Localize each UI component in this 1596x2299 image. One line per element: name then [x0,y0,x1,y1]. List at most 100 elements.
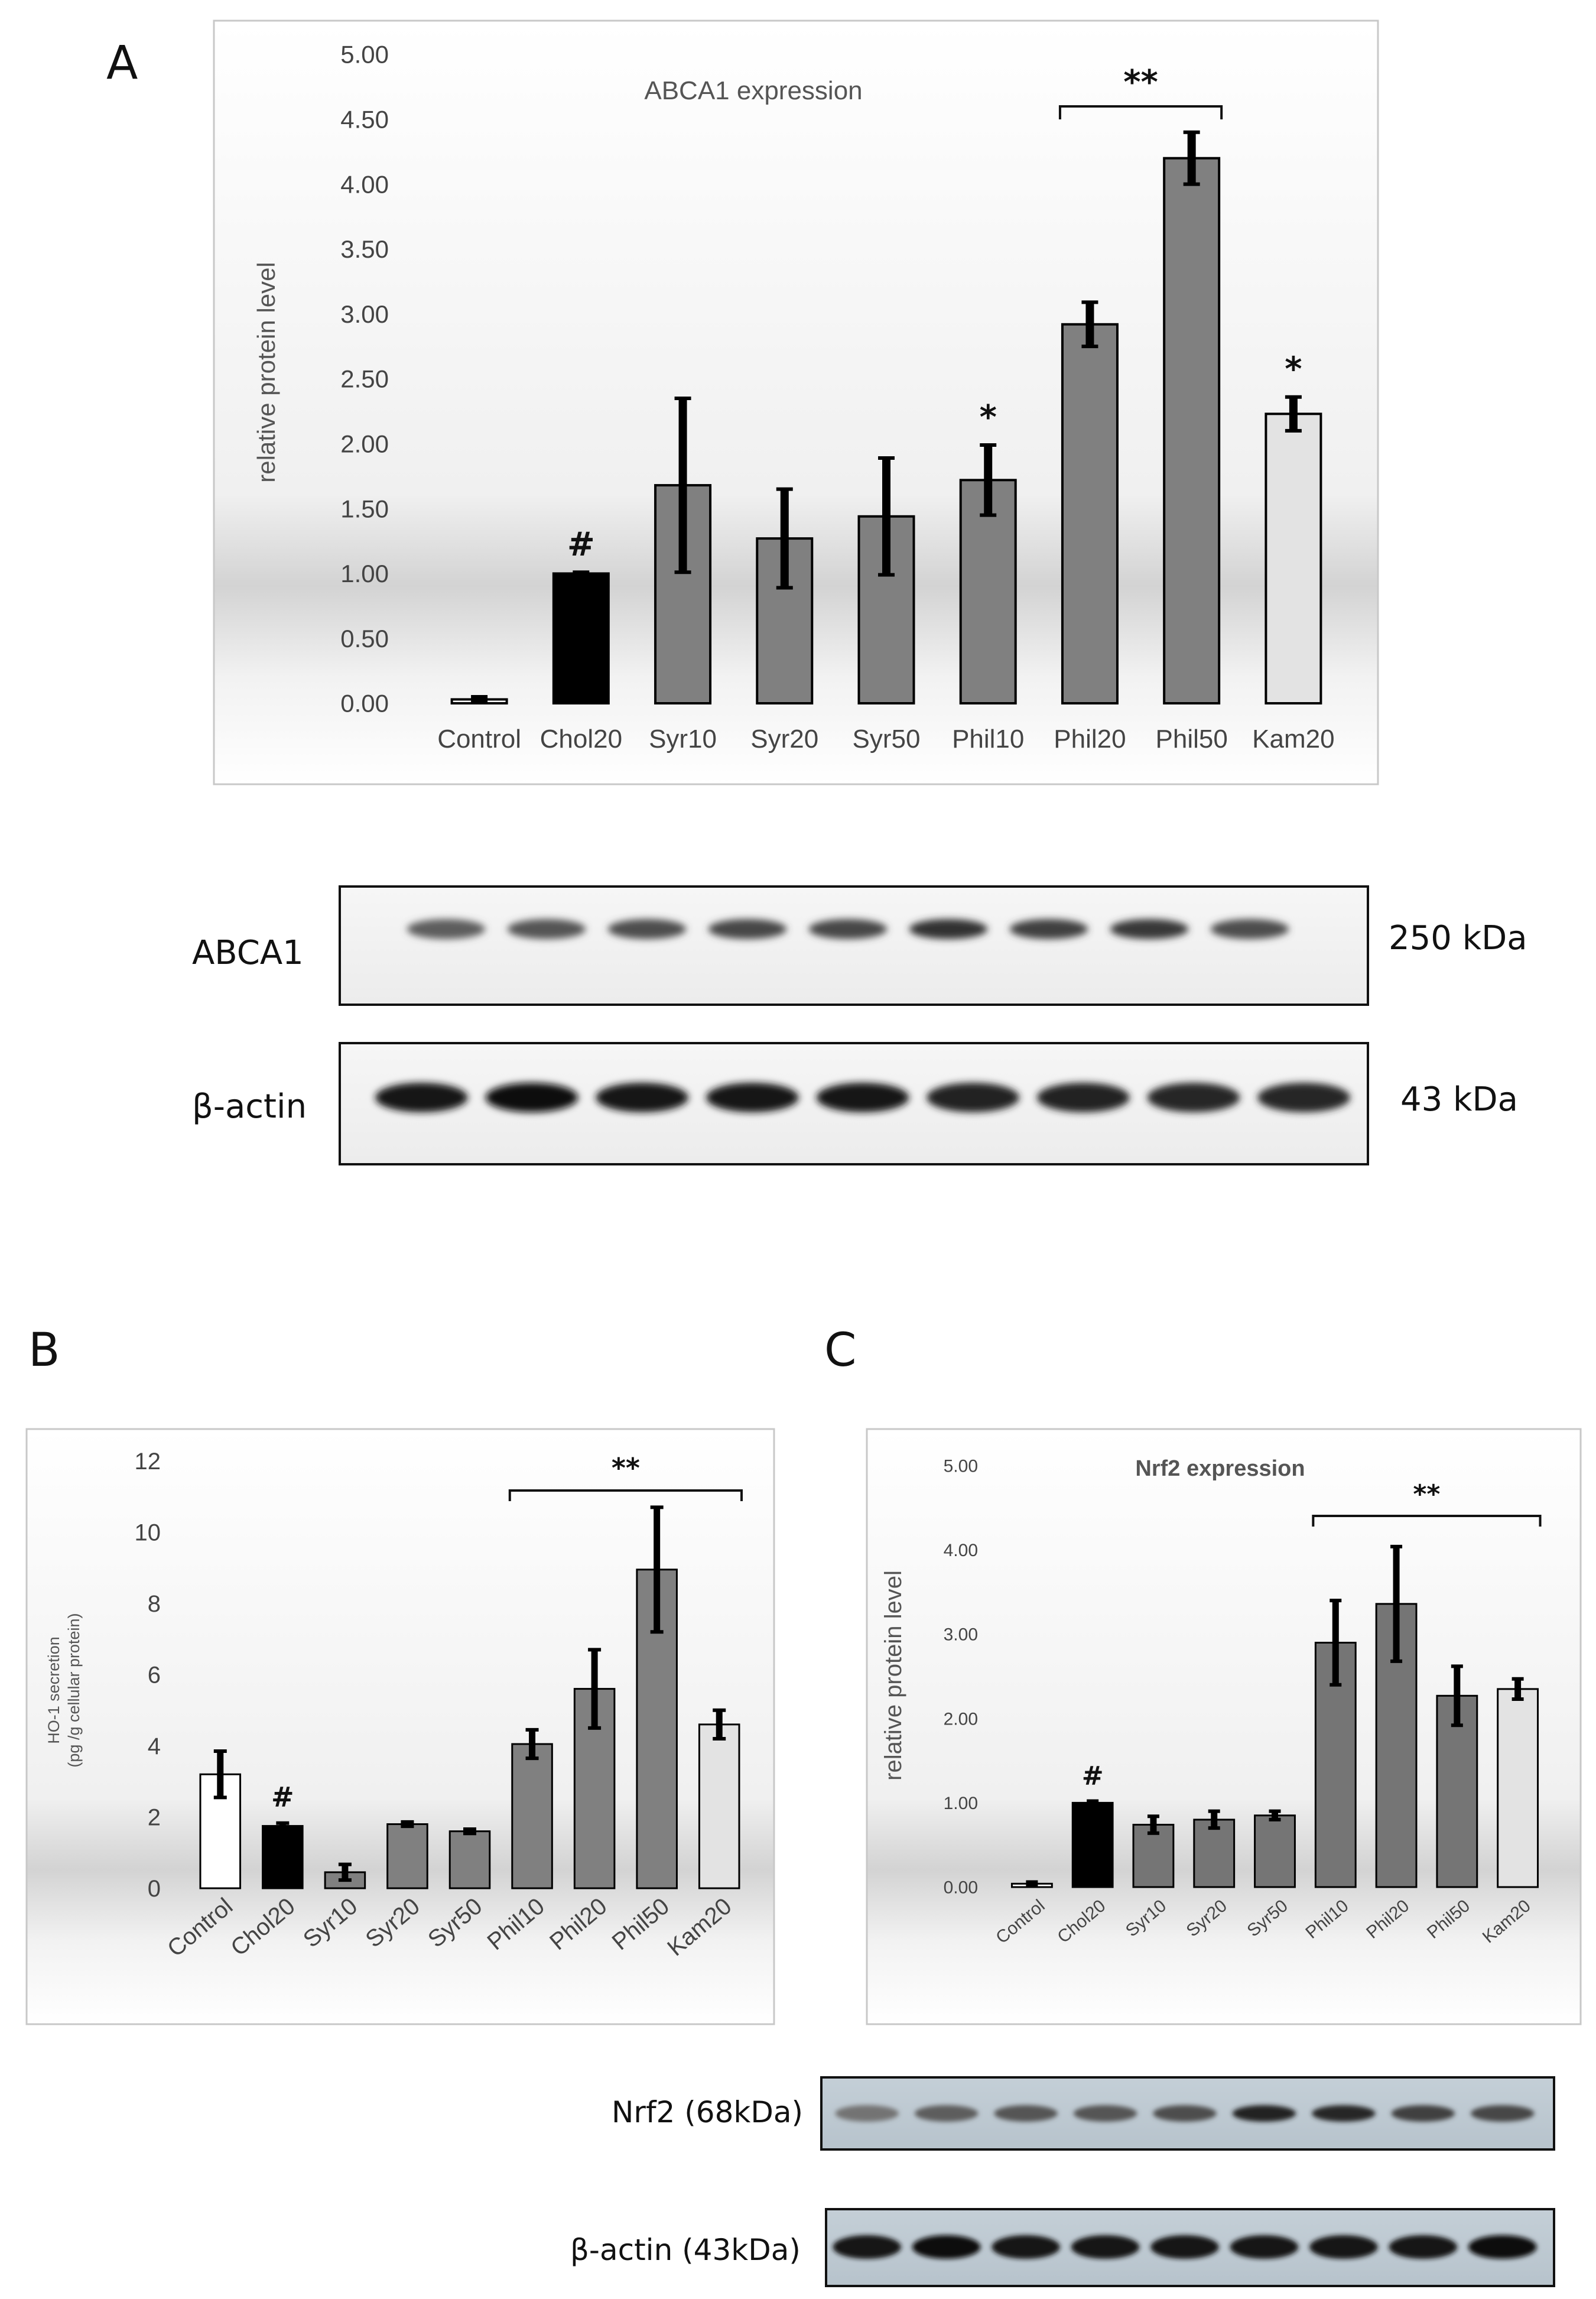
chart-c-bar [1254,1814,1296,1888]
chart-c-bar [1071,1801,1114,1888]
chart-a-significance-bracket [1058,105,1223,119]
chart-a-xtick: Phil20 [1054,725,1126,754]
chart-a-bar [1163,157,1221,704]
blot-a-abca1-band [1210,919,1289,939]
chart-b-bar [386,1823,428,1889]
chart-c-ytick: 4.00 [944,1541,978,1560]
blot-c-nrf2-label: Nrf2 (68kDa) [612,2095,803,2129]
chart-a-annotation: * [980,398,997,437]
chart-b-significance-bracket [508,1489,743,1501]
chart-a-xtick: Syr50 [853,725,921,754]
blot-c-actin-band [912,2235,981,2259]
blot-c-nrf2-band [914,2105,979,2122]
chart-b-bar [698,1723,740,1889]
panel-letter-b: B [28,1324,60,1377]
blot-c-nrf2-band [1153,2105,1217,2122]
chart-b-significance-label: ** [612,1452,640,1484]
blot-a-actin-band [485,1083,578,1112]
chart-b-ytick: 4 [148,1733,161,1759]
chart-a-xtick: Control [437,725,521,754]
chart-a-ylabel: relative protein level [252,262,280,483]
blot-a-actin-band [1257,1083,1351,1112]
chart-c-ylabel: relative protein level [880,1570,906,1781]
chart-a-bar [1265,413,1322,704]
chart-a-annotation: * [1285,350,1302,389]
chart-a-xtick: Phil50 [1156,725,1228,754]
blot-a-abca1-label: ABCA1 [192,934,304,972]
blot-c-actin-band [992,2235,1060,2259]
blot-bands-layer [375,919,1537,2259]
chart-a-ytick: 5.00 [340,41,389,69]
blot-a-actin-band [1147,1083,1240,1112]
blot-c-nrf2-band [1471,2105,1535,2122]
chart-a-bar [959,479,1017,705]
blot-c-nrf2-band [1312,2105,1376,2122]
blot-a-abca1-band [607,919,687,939]
chart-c-ytick: 2.00 [944,1709,978,1729]
chart-b-ylabel: HO-1 secretion [45,1636,63,1744]
blot-c-actin-band [833,2235,902,2259]
chart-c-bar [1436,1694,1478,1888]
chart-a-xtick: Syr10 [649,725,717,754]
blot-a-abca1-band [1009,919,1088,939]
blot-c-nrf2-band [835,2105,899,2122]
blot-c-actin-band [1150,2235,1219,2259]
chart-a-annotation: # [567,525,595,564]
chart-a-ytick: 2.50 [340,365,389,393]
chart-c-ytick: 1.00 [944,1794,978,1813]
chart-b-ytick: 10 [135,1520,161,1546]
chart-c-bar [1497,1688,1539,1888]
chart-a-ytick: 3.50 [340,235,389,263]
chart-a-bar [1061,323,1119,704]
chart-b-ytick: 8 [148,1591,161,1617]
chart-c-ytick: 3.00 [944,1625,978,1645]
chart-b-bar [448,1830,491,1889]
chart-c-bar [1193,1819,1236,1888]
chart-c-significance-label: ** [1413,1479,1440,1509]
chart-c-bar [1132,1823,1175,1888]
chart-a-xtick: Syr20 [750,725,818,754]
blot-a-abca1-band [808,919,888,939]
blot-a-actin-band [1036,1083,1130,1112]
chart-c-significance-bracket [1312,1515,1542,1527]
blot-c-actin-band [1071,2235,1140,2259]
chart-a-ytick: 1.50 [340,495,389,522]
blot-c-nrf2-band [1073,2105,1137,2122]
chart-b-ytick: 6 [148,1662,161,1688]
chart-c-ytick: 5.00 [944,1457,978,1476]
blot-a-actin-label: β-actin [192,1087,307,1126]
blot-c-nrf2-band [994,2105,1058,2122]
blot-a-abca1-band [507,919,586,939]
chart-a-ytick: 1.00 [340,560,389,587]
chart-a-ytick: 4.00 [340,170,389,198]
blot-a-actin-band [375,1083,468,1112]
chart-a-bar [654,484,712,705]
blot-a-abca1-box [339,885,1369,1006]
blot-a-actin-band [706,1083,799,1112]
chart-a-ytick: 0.00 [340,690,389,717]
chart-a-layer: 0.00 0.50 1.00 1.50 2.00 2.50 3.00 3.50 4.00 4.50… [252,41,1335,754]
blot-c-nrf2-band [1232,2105,1296,2122]
blot-a-abca1-band [909,919,988,939]
chart-a-ytick: 0.50 [340,625,389,652]
chart-b-bar [262,1825,304,1889]
chart-a-ytick: 2.00 [340,430,389,458]
blot-c-actin-label: β-actin (43kDa) [570,2233,801,2267]
panel-letter-c: C [824,1324,857,1377]
chart-a-significance-label: ** [1123,63,1158,102]
chart-b-ytick: 0 [148,1876,161,1902]
blot-a-actin-band [816,1083,909,1112]
chart-a-ytick: 3.00 [340,300,389,328]
blot-a-abca1-band [708,919,787,939]
blot-a-abca1-band [407,919,486,939]
chart-a-xtick: Phil10 [952,725,1024,754]
chart-b-ytick: 2 [148,1805,161,1831]
blot-c-actin-band [1389,2235,1458,2259]
chart-c-ytick: 0.00 [944,1878,978,1898]
chart-a-title: ABCA1 expression [644,76,862,105]
chart-b-ytick: 12 [135,1449,161,1475]
panel-letter-a: A [106,37,138,90]
chart-b-annotation: # [271,1781,294,1813]
blot-c-actin-band [1230,2235,1299,2259]
